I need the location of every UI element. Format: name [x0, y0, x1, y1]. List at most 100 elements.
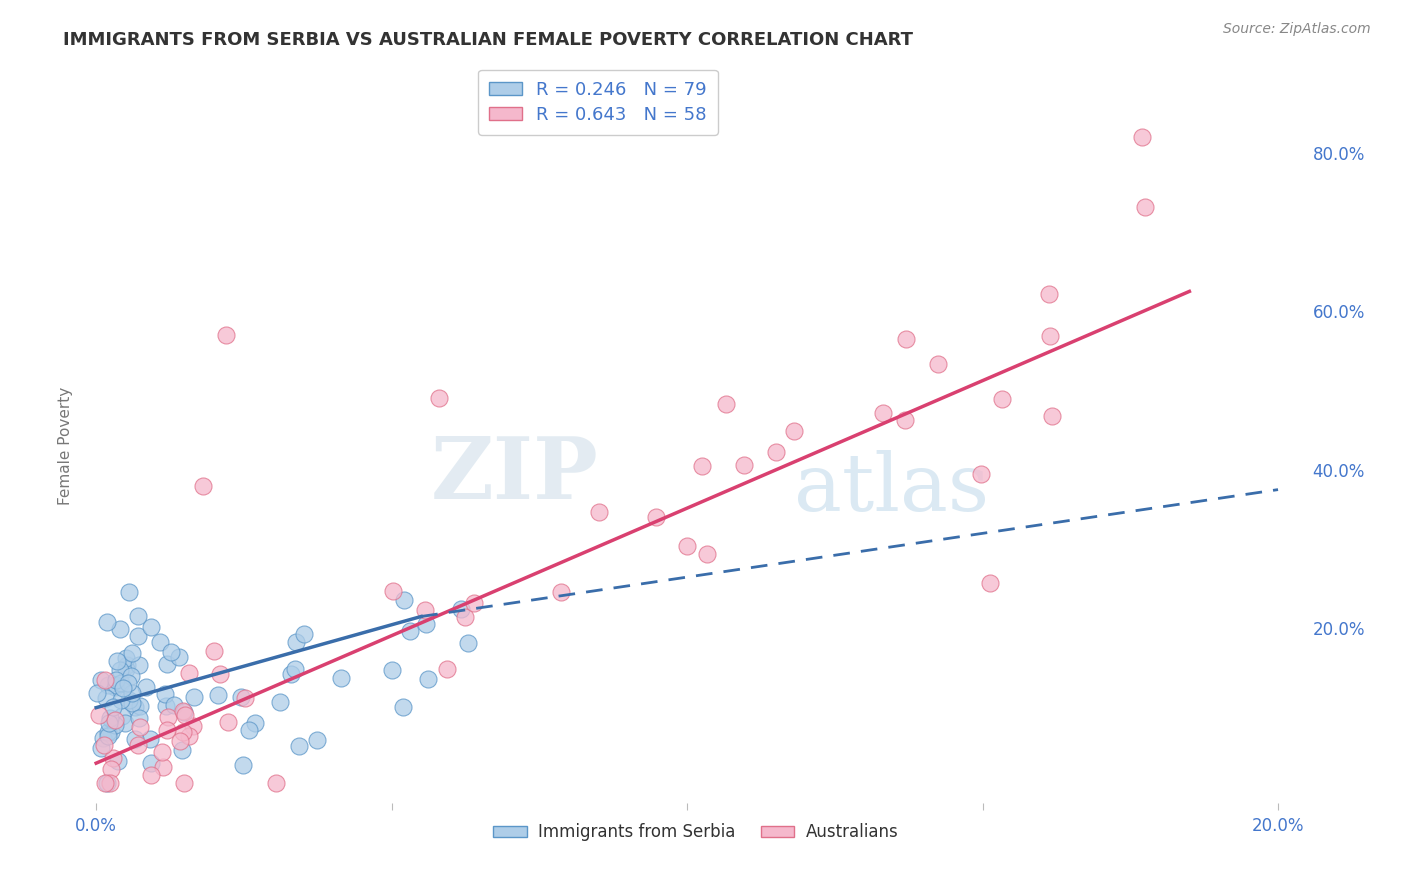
- Point: [96, 776, 118, 790]
- Point: [128, 711, 150, 725]
- Point: [381, 663, 404, 677]
- Point: [86, 686, 108, 700]
- Point: [163, 698, 186, 713]
- Point: [1038, 286, 1060, 301]
- Point: [128, 720, 150, 734]
- Point: [108, 663, 131, 677]
- Point: [104, 713, 127, 727]
- Point: [127, 738, 149, 752]
- Point: [96, 615, 118, 629]
- Point: [990, 392, 1012, 406]
- Point: [1040, 409, 1063, 423]
- Point: [121, 646, 143, 660]
- Point: [645, 510, 668, 524]
- Point: [104, 718, 127, 732]
- Point: [450, 602, 472, 616]
- Point: [399, 624, 422, 638]
- Point: [173, 776, 195, 790]
- Point: [690, 458, 713, 473]
- Point: [118, 693, 141, 707]
- Point: [169, 734, 191, 748]
- Text: IMMIGRANTS FROM SERBIA VS AUSTRALIAN FEMALE POVERTY CORRELATION CHART: IMMIGRANTS FROM SERBIA VS AUSTRALIAN FEM…: [63, 31, 914, 49]
- Point: [98, 711, 121, 725]
- Point: [894, 332, 917, 346]
- Point: [394, 593, 416, 607]
- Point: [235, 690, 257, 705]
- Point: [979, 576, 1001, 591]
- Point: [149, 635, 172, 649]
- Point: [114, 716, 136, 731]
- Point: [232, 758, 254, 772]
- Point: [93, 738, 115, 752]
- Point: [98, 716, 121, 731]
- Point: [110, 676, 132, 690]
- Point: [155, 698, 177, 713]
- Point: [292, 627, 315, 641]
- Point: [676, 539, 699, 553]
- Point: [98, 776, 121, 790]
- Point: [160, 645, 183, 659]
- Text: atlas: atlas: [794, 450, 988, 528]
- Point: [382, 583, 405, 598]
- Point: [94, 673, 117, 687]
- Point: [284, 662, 307, 676]
- Point: [191, 478, 214, 492]
- Point: [202, 644, 225, 658]
- Point: [392, 699, 415, 714]
- Point: [124, 700, 146, 714]
- Point: [427, 392, 450, 406]
- Point: [765, 445, 787, 459]
- Point: [94, 690, 117, 705]
- Point: [117, 675, 139, 690]
- Point: [114, 651, 136, 665]
- Point: [90, 673, 112, 688]
- Point: [100, 725, 122, 739]
- Point: [110, 693, 132, 707]
- Point: [436, 662, 458, 676]
- Point: [139, 731, 162, 746]
- Point: [894, 413, 917, 427]
- Point: [733, 458, 755, 472]
- Point: [152, 759, 174, 773]
- Point: [209, 667, 232, 681]
- Point: [127, 629, 149, 643]
- Point: [91, 731, 114, 745]
- Point: [305, 732, 328, 747]
- Point: [215, 328, 238, 343]
- Text: ZIP: ZIP: [430, 433, 598, 516]
- Point: [266, 776, 288, 790]
- Point: [105, 654, 128, 668]
- Point: [120, 669, 142, 683]
- Point: [97, 724, 120, 739]
- Point: [118, 585, 141, 599]
- Point: [927, 357, 949, 371]
- Point: [104, 681, 127, 695]
- Text: Source: ZipAtlas.com: Source: ZipAtlas.com: [1223, 22, 1371, 37]
- Point: [217, 714, 239, 729]
- Point: [139, 619, 162, 633]
- Point: [716, 397, 738, 411]
- Point: [156, 723, 179, 737]
- Point: [107, 754, 129, 768]
- Point: [97, 678, 120, 692]
- Point: [129, 699, 152, 714]
- Point: [167, 650, 190, 665]
- Point: [783, 424, 806, 438]
- Point: [1130, 129, 1153, 144]
- Point: [108, 622, 131, 636]
- Point: [280, 667, 302, 681]
- Point: [139, 756, 162, 771]
- Point: [90, 740, 112, 755]
- Point: [150, 745, 173, 759]
- Point: [550, 585, 572, 599]
- Y-axis label: Female Poverty: Female Poverty: [58, 387, 73, 505]
- Point: [105, 678, 128, 692]
- Point: [245, 715, 267, 730]
- Point: [89, 708, 111, 723]
- Point: [173, 705, 195, 719]
- Point: [103, 700, 125, 714]
- Point: [100, 762, 122, 776]
- Point: [1133, 200, 1156, 214]
- Point: [588, 505, 610, 519]
- Point: [135, 680, 157, 694]
